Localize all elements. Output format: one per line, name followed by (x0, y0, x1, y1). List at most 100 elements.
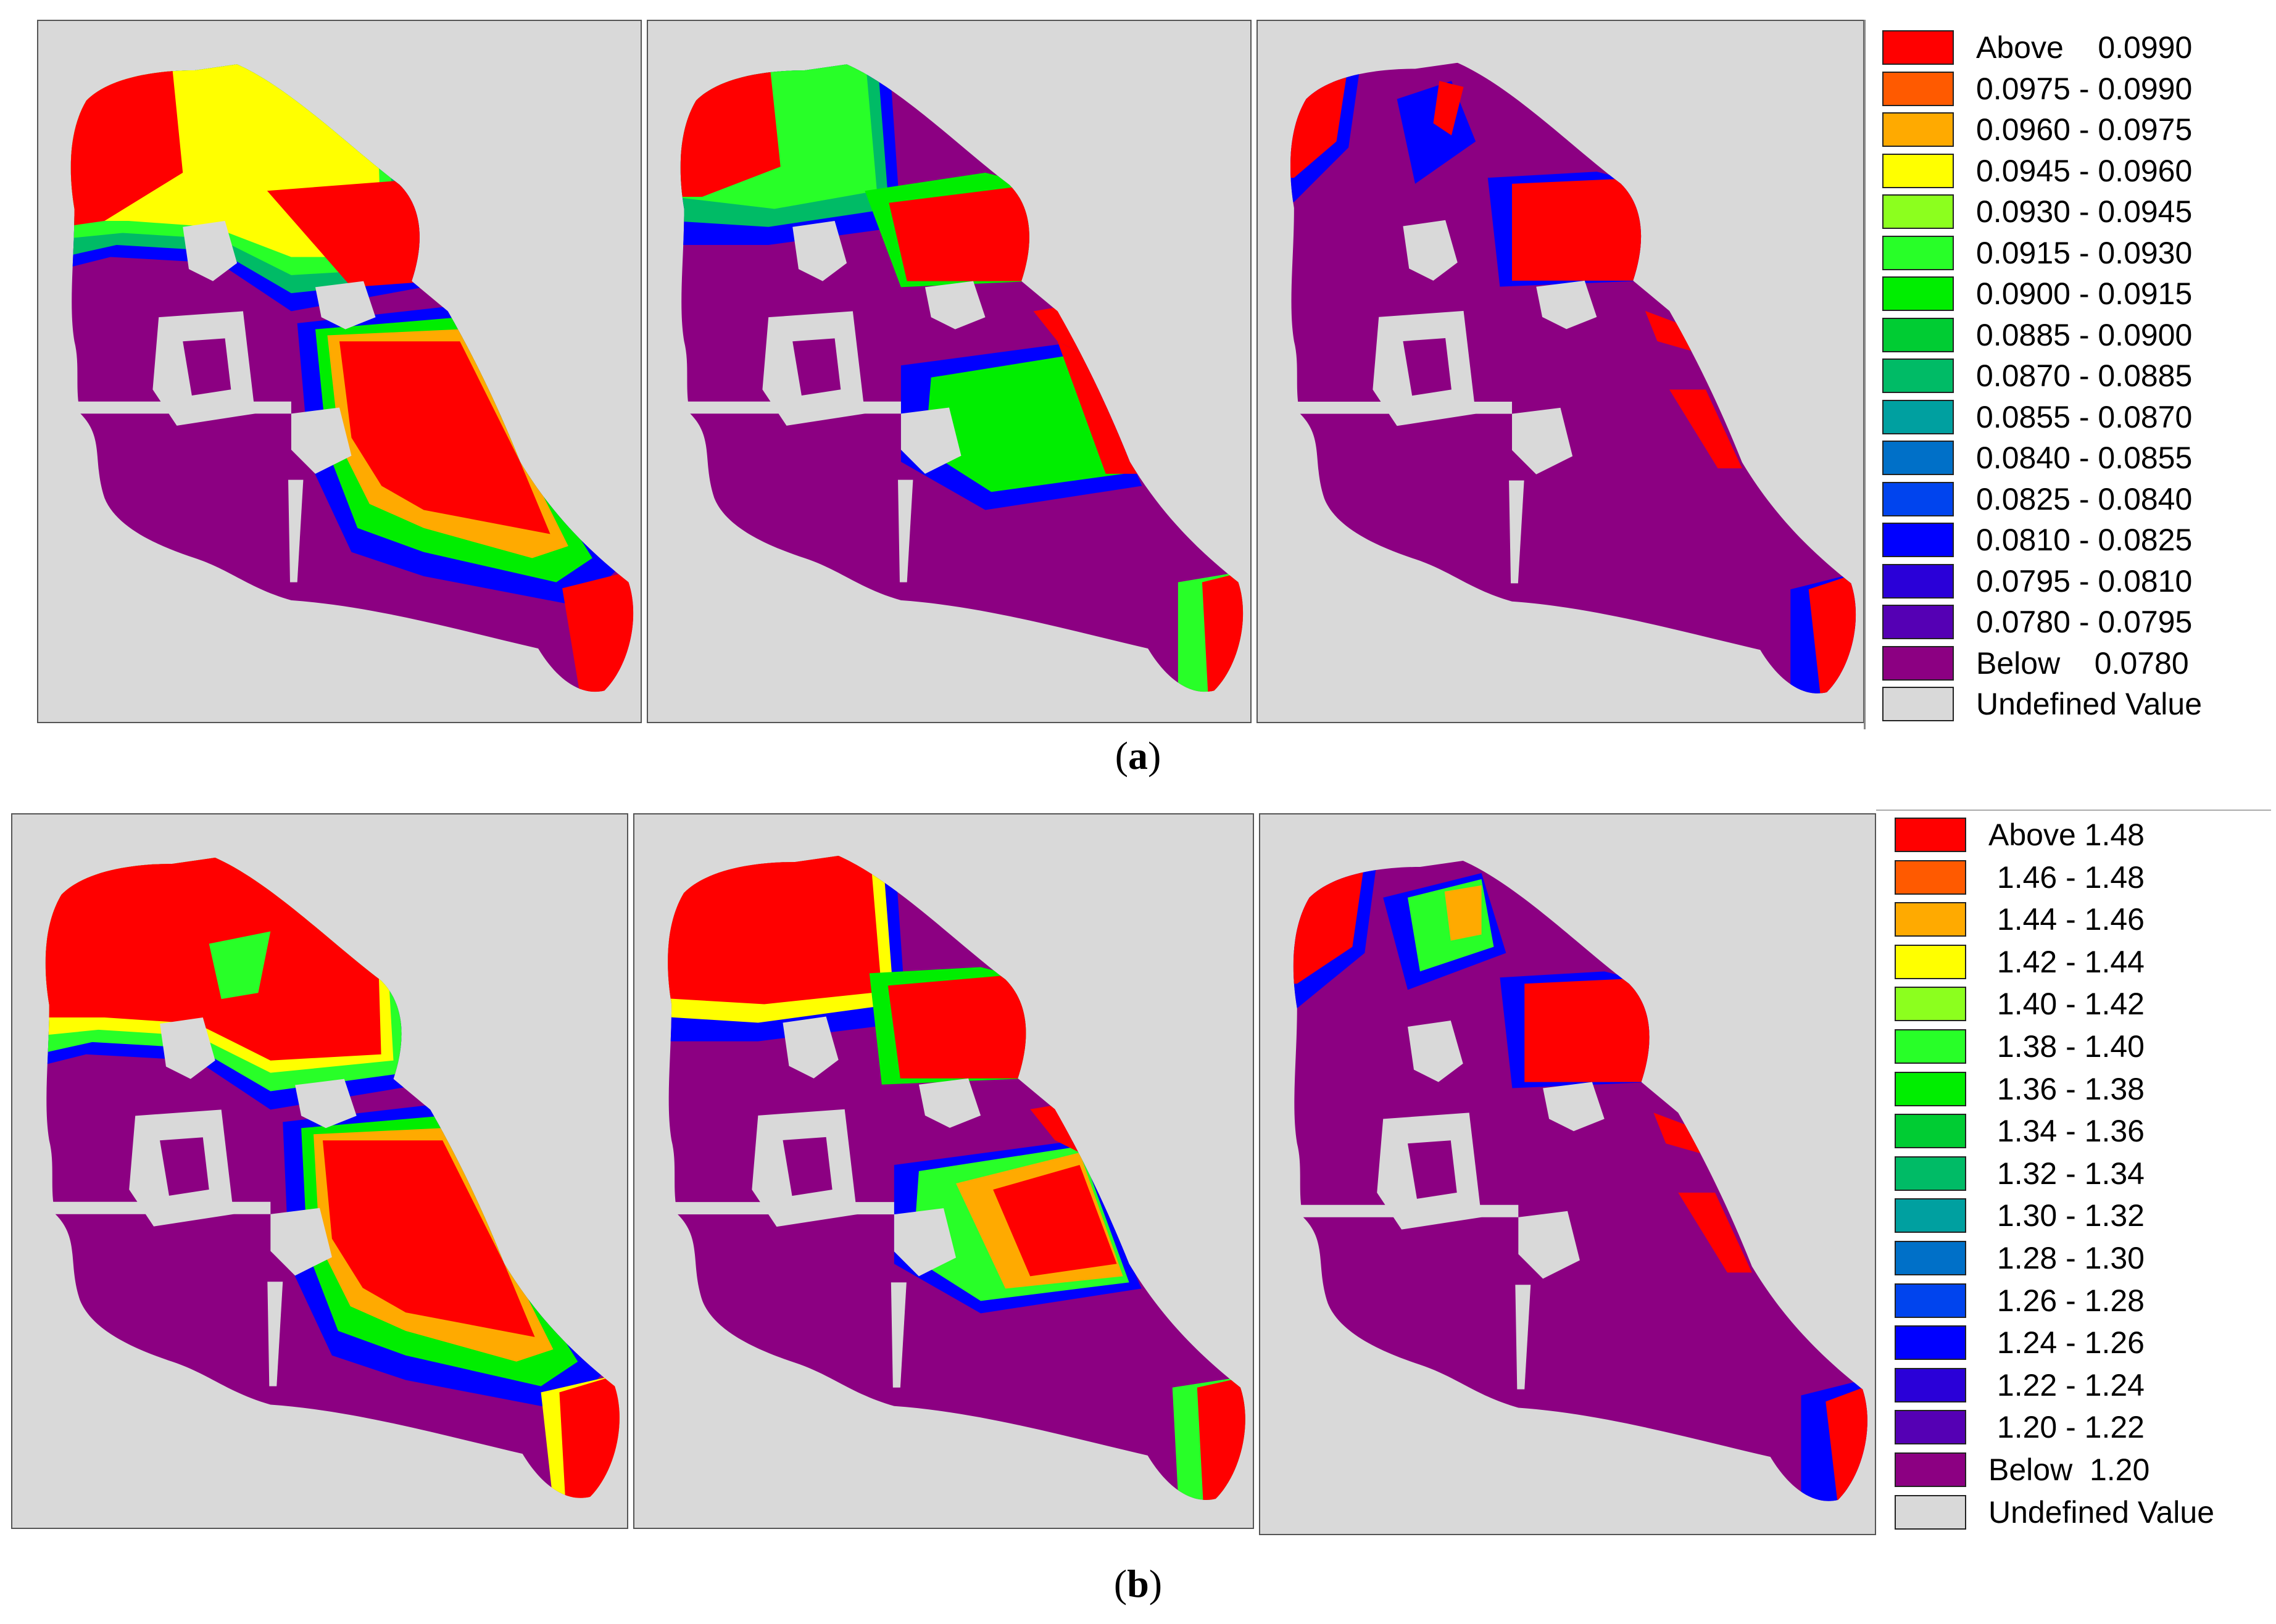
legend-a-item: 0.0945 - 0.0960 (1882, 151, 2192, 191)
legend-a-item: 0.0915 - 0.0930 (1882, 233, 2192, 273)
legend-a-item: 0.0885 - 0.0900 (1882, 315, 2192, 355)
legend-b-swatch (1895, 1241, 1966, 1275)
legend-b-label: 1.34 - 1.36 (1988, 1114, 2145, 1149)
map-panel-a3 (1256, 20, 1864, 723)
legend-a-label: 0.0885 - 0.0900 (1976, 317, 2193, 352)
legend-b-label: 1.30 - 1.32 (1988, 1198, 2145, 1233)
legend-b-swatch (1895, 1494, 1966, 1530)
legend-b-item: Above 1.48 (1895, 814, 2145, 855)
legend-b-swatch (1895, 1156, 1966, 1191)
legend-a-swatch (1882, 276, 1954, 311)
legend-a-swatch (1882, 441, 1954, 475)
legend-b-item: 1.40 - 1.42 (1895, 984, 2145, 1024)
legend-b-label: Below 1.20 (1988, 1452, 2150, 1487)
legend-a-swatch (1882, 30, 1954, 65)
legend-b-swatch (1895, 1071, 1966, 1106)
legend-a-item: Undefined Value (1882, 684, 2202, 724)
legend-b-swatch (1895, 1452, 1966, 1487)
legend-b-item: 1.46 - 1.48 (1895, 857, 2145, 898)
legend-a-item: 0.0975 - 0.0990 (1882, 68, 2192, 109)
legend-a-item: 0.0960 - 0.0975 (1882, 109, 2192, 150)
caption-b: (b) (1113, 1562, 1163, 1605)
legend-b-topline (1876, 810, 2271, 811)
legend-b-swatch (1895, 1283, 1966, 1318)
legend-b-item: Below 1.20 (1895, 1449, 2149, 1490)
legend-a-label: 0.0810 - 0.0825 (1976, 523, 2193, 557)
legend-b-swatch (1895, 1325, 1966, 1361)
legend-b-item: 1.24 - 1.26 (1895, 1322, 2145, 1363)
legend-b-item: 1.38 - 1.40 (1895, 1026, 2145, 1067)
legend-b-swatch (1895, 818, 1966, 852)
legend-a-swatch (1882, 71, 1954, 106)
legend-b-label: 1.28 - 1.30 (1988, 1241, 2145, 1275)
legend-b-item: 1.28 - 1.30 (1895, 1238, 2145, 1278)
map-panel-b2 (633, 813, 1254, 1529)
legend-a-swatch (1882, 153, 1954, 188)
legend-a-swatch (1882, 645, 1954, 681)
legend-b-swatch (1895, 902, 1966, 937)
legend-b-label: 1.20 - 1.22 (1988, 1410, 2145, 1445)
legend-b-item: Undefined Value (1895, 1492, 2214, 1533)
contour-map-a1 (62, 64, 634, 692)
legend-a-swatch (1882, 235, 1954, 270)
legend-a-item: Below 0.0780 (1882, 643, 2189, 684)
contour-map-b1 (36, 858, 620, 1498)
legend-a-item: Above 0.0990 (1882, 27, 2192, 68)
legend-b-swatch (1895, 1029, 1966, 1064)
legend-b-item: 1.42 - 1.44 (1895, 942, 2145, 982)
legend-a-label: 0.0930 - 0.0945 (1976, 194, 2193, 229)
legend-b-item: 1.32 - 1.34 (1895, 1153, 2145, 1194)
map-panel-b1 (11, 813, 628, 1529)
legend-b-item: 1.34 - 1.36 (1895, 1111, 2145, 1151)
legend-b-label: 1.40 - 1.42 (1988, 987, 2145, 1022)
legend-a-label: 0.0975 - 0.0990 (1976, 71, 2193, 106)
map-panel-a1 (37, 20, 642, 723)
legend-a-label: Undefined Value (1976, 687, 2203, 721)
contour-map-b2 (659, 855, 1245, 1500)
legend-b-swatch (1895, 944, 1966, 979)
legend-a-item: 0.0795 - 0.0810 (1882, 561, 2192, 602)
map-panel-a2 (647, 20, 1252, 723)
legend-b-item: 1.22 - 1.24 (1895, 1365, 2145, 1406)
contour-map-b3 (1284, 861, 1867, 1501)
legend-b-item: 1.20 - 1.22 (1895, 1407, 2145, 1448)
legend-b-label: 1.44 - 1.46 (1988, 902, 2145, 937)
legend-a-item: 0.0900 - 0.0915 (1882, 273, 2192, 314)
legend-b-label: 1.22 - 1.24 (1988, 1367, 2145, 1402)
legend-b-label: 1.26 - 1.28 (1988, 1283, 2145, 1318)
legend-b-swatch (1895, 1114, 1966, 1149)
legend-a-label: Below 0.0780 (1976, 645, 2189, 681)
legend-a-swatch (1882, 481, 1954, 516)
legend-a-swatch (1882, 523, 1954, 557)
legend-a-label: 0.0780 - 0.0795 (1976, 605, 2193, 639)
legend-a-label: 0.0825 - 0.0840 (1976, 481, 2193, 516)
legend-a-swatch (1882, 358, 1954, 393)
legend-b: Above 1.48 1.46 - 1.48 1.44 - 1.46 1.42 … (1876, 813, 2276, 1541)
legend-a-label: 0.0915 - 0.0930 (1976, 235, 2193, 270)
contour-map-a2 (672, 64, 1244, 692)
legend-a-label: Above 0.0990 (1976, 30, 2193, 65)
legend-a-label: 0.0900 - 0.0915 (1976, 276, 2193, 311)
legend-a-swatch (1882, 317, 1954, 352)
legend-a-label: 0.0855 - 0.0870 (1976, 399, 2193, 434)
contour-map-a3 (1282, 62, 1856, 694)
legend-b-item: 1.26 - 1.28 (1895, 1280, 2145, 1321)
legend-a-label: 0.0795 - 0.0810 (1976, 563, 2193, 599)
legend-a-item: 0.0855 - 0.0870 (1882, 397, 2192, 437)
legend-b-swatch (1895, 1198, 1966, 1233)
legend-b-label: Above 1.48 (1988, 818, 2145, 852)
legend-a-swatch (1882, 112, 1954, 147)
legend-a-item: 0.0780 - 0.0795 (1882, 602, 2192, 642)
legend-a-item: 0.0930 - 0.0945 (1882, 191, 2192, 232)
legend-a-label: 0.0870 - 0.0885 (1976, 358, 2193, 393)
legend-b-item: 1.36 - 1.38 (1895, 1069, 2145, 1109)
legend-b-swatch (1895, 1410, 1966, 1445)
legend-b-swatch (1895, 860, 1966, 895)
map-panel-b3 (1259, 813, 1876, 1535)
legend-b-item: 1.30 - 1.32 (1895, 1195, 2145, 1236)
legend-b-item: 1.44 - 1.46 (1895, 899, 2145, 940)
legend-b-label: 1.46 - 1.48 (1988, 860, 2145, 895)
legend-a-swatch (1882, 687, 1954, 721)
legend-a-label: 0.0840 - 0.0855 (1976, 441, 2193, 475)
legend-b-swatch (1895, 987, 1966, 1022)
